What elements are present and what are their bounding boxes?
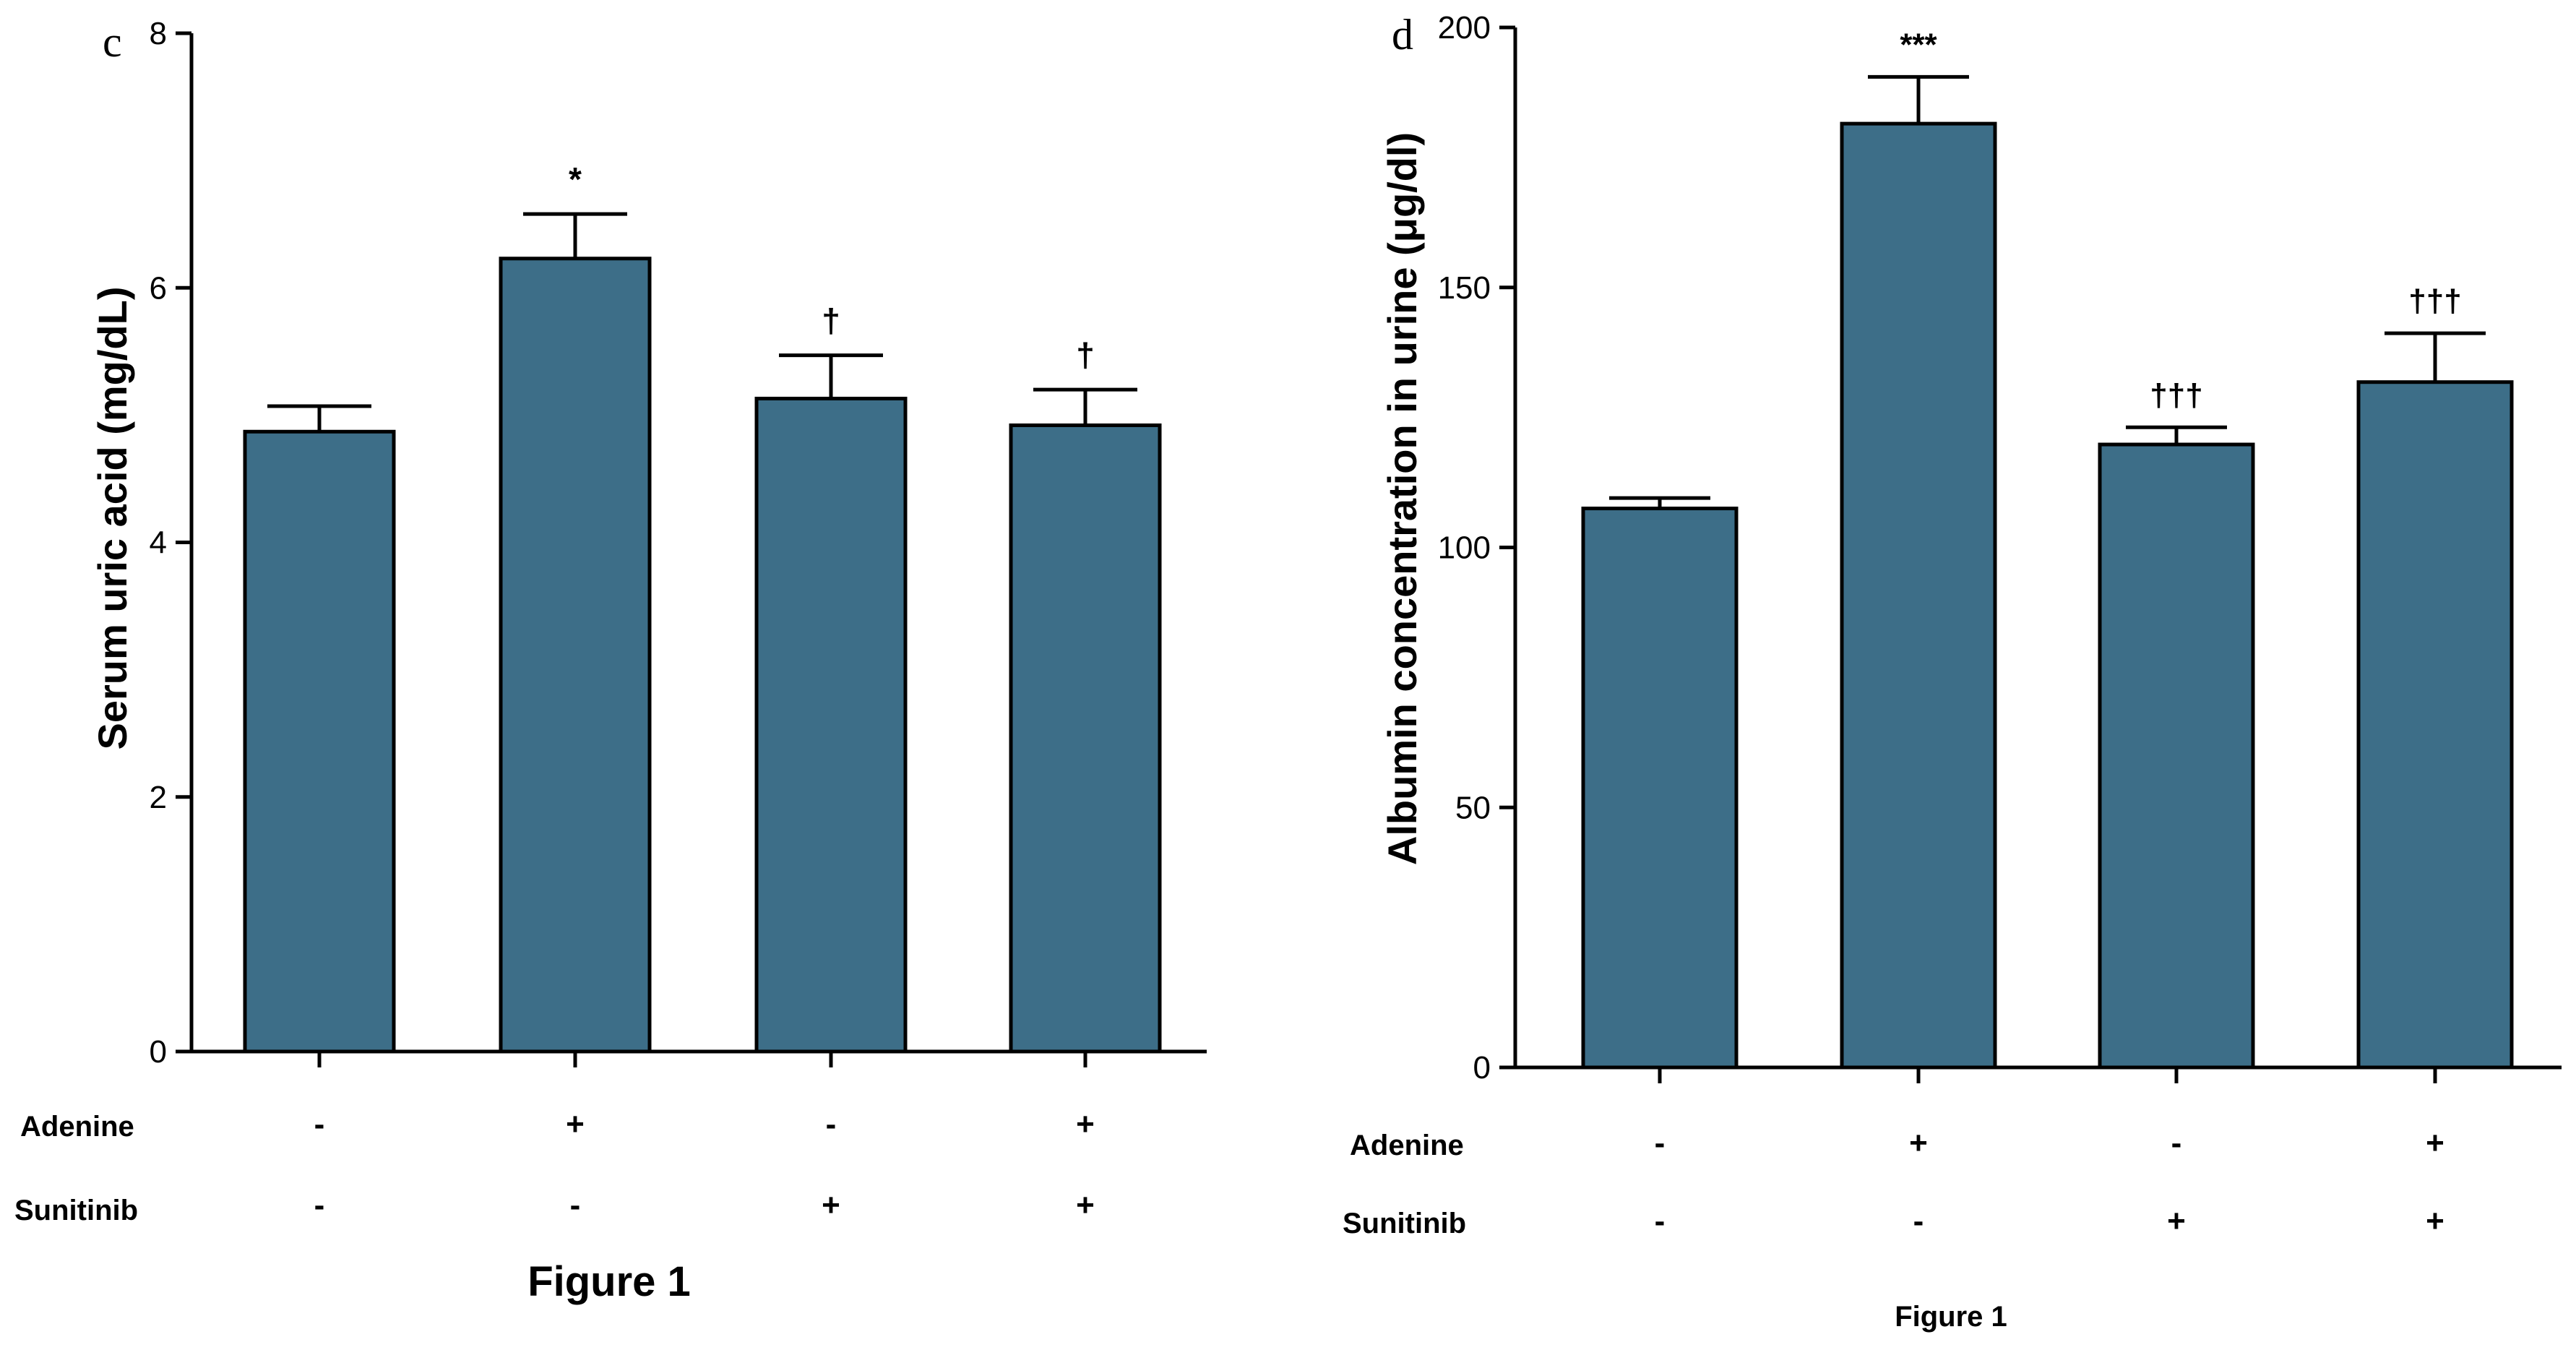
sunitinib-sign-d-3: + — [2167, 1203, 2186, 1239]
bar-d-2 — [1840, 121, 1997, 1070]
adenine-sign-c-1: - — [314, 1106, 325, 1142]
sunitinib-sign-d-4: + — [2426, 1203, 2444, 1239]
significance-label-d-2: *** — [1900, 27, 1937, 62]
row-label-adenine-d: Adenine — [1350, 1130, 1464, 1161]
adenine-sign-d-2: + — [1909, 1125, 1928, 1161]
row-label-sunitinib-c: Sunitinib — [14, 1195, 138, 1226]
y-tick-label-d: 0 — [1473, 1050, 1491, 1085]
adenine-sign-c-2: + — [566, 1106, 585, 1142]
significance-label-d-3: ††† — [2150, 377, 2202, 413]
sunitinib-sign-c-4: + — [1076, 1187, 1095, 1223]
bar-c-1 — [243, 429, 396, 1054]
y-tick-label-c: 8 — [150, 16, 167, 51]
panel-c: c Serum uric acid (mg/dL) 0 2 4 6 8 * † † Aden… — [14, 16, 1207, 1305]
y-tick-label-d: 150 — [1438, 270, 1491, 306]
sunitinib-sign-d-2: - — [1913, 1203, 1924, 1239]
y-ticks-d: 0 50 100 150 200 — [1438, 10, 1515, 1085]
y-tick-label-c: 6 — [150, 270, 167, 306]
bar-d-3 — [2098, 442, 2255, 1070]
bars-d: *** ††† ††† — [1581, 27, 2514, 1083]
y-axis-title-c: Serum uric acid (mg/dL) — [90, 287, 135, 750]
y-tick-label-d: 50 — [1455, 790, 1491, 825]
figure-caption-d: Figure 1 — [1895, 1301, 2007, 1333]
bars-c: * † † — [243, 160, 1162, 1067]
y-tick-label-d: 200 — [1438, 10, 1491, 46]
adenine-sign-d-4: + — [2426, 1125, 2444, 1161]
bar-c-4 — [1009, 423, 1162, 1054]
sunitinib-sign-c-2: - — [570, 1187, 581, 1223]
y-tick-label-d: 100 — [1438, 530, 1491, 566]
sunitinib-sign-c-1: - — [314, 1187, 325, 1223]
panel-label-d: d — [1392, 11, 1413, 59]
bar-c-3 — [754, 396, 908, 1054]
sunitinib-sign-d-1: - — [1655, 1203, 1666, 1239]
treatment-signs-c: - - + - - + + + — [314, 1106, 1095, 1223]
panel-d: d Albumin concentration in urine (μg/dl)… — [1343, 10, 2562, 1333]
y-tick-label-c: 2 — [150, 780, 167, 815]
adenine-sign-c-3: - — [826, 1106, 837, 1142]
significance-label-c-2: * — [569, 160, 582, 198]
bar-d-1 — [1581, 507, 1739, 1070]
significance-label-c-3: † — [822, 302, 840, 340]
y-tick-label-c: 0 — [150, 1034, 167, 1070]
adenine-sign-c-4: + — [1076, 1106, 1095, 1142]
bar-d-4 — [2356, 380, 2514, 1070]
row-label-adenine-c: Adenine — [20, 1111, 134, 1143]
adenine-sign-d-1: - — [1655, 1125, 1666, 1161]
y-ticks-c: 0 2 4 6 8 — [150, 16, 191, 1070]
bar-c-2 — [499, 257, 652, 1054]
sunitinib-sign-c-3: + — [822, 1187, 840, 1223]
y-axis-title-d: Albumin concentration in urine (μg/dl) — [1379, 132, 1425, 865]
significance-label-c-4: † — [1076, 336, 1095, 374]
panel-label-c: c — [103, 18, 122, 66]
significance-label-d-4: ††† — [2408, 283, 2461, 319]
row-label-sunitinib-d: Sunitinib — [1343, 1208, 1466, 1239]
treatment-signs-d: - - + - - + + + — [1655, 1125, 2444, 1239]
adenine-sign-d-3: - — [2171, 1125, 2182, 1161]
figure-caption-c: Figure 1 — [527, 1258, 691, 1305]
y-tick-label-c: 4 — [150, 525, 167, 561]
